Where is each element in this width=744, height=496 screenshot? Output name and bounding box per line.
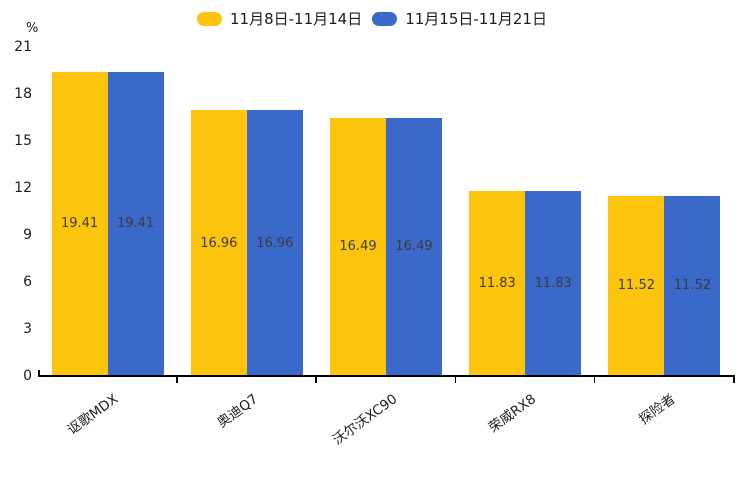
bar-series1-探险者: 11.52 [664,195,721,376]
x-axis-tick [733,377,735,383]
x-axis-line [38,375,735,377]
y-axis-tick-label: 3 [23,321,32,337]
bar-series1-奥迪Q7: 16.96 [246,110,303,376]
y-axis-unit-label: % [26,21,39,36]
y-axis-tick-label: 6 [23,274,32,290]
x-axis-tick [315,377,317,383]
bar-value-label: 11.83 [478,275,516,291]
legend-swatch-icon [372,12,398,26]
legend-label: 11月15日-11月21日 [405,10,547,28]
bar-series0-奥迪Q7: 16.96 [190,110,247,376]
y-axis-tick-label: 0 [23,368,32,384]
y-axis-tick-label: 18 [14,86,32,102]
bar-value-label: 16.96 [256,235,294,251]
y-axis-origin-tick [38,370,40,375]
x-axis-category-label: 沃尔沃XC90 [329,391,400,449]
bar-value-label: 16.49 [339,239,377,255]
bar-series1-讴歌MDX: 19.41 [107,71,164,376]
x-axis-tick [454,377,457,383]
bar-value-label: 19.41 [60,216,99,232]
x-axis-category-label: 探险者 [636,391,679,428]
y-axis-tick-label: 21 [14,39,32,55]
bar-value-label: 11.52 [617,278,655,294]
bar-series0-讴歌MDX: 19.41 [51,71,108,376]
legend-item-1[interactable]: 11月15日-11月21日 [372,9,547,29]
y-axis-tick-label: 9 [23,227,32,243]
x-axis-category-label: 荣威RX8 [485,391,540,436]
x-axis-category-label: 奥迪Q7 [213,391,261,432]
legend-swatch-icon [197,12,222,26]
chart-legend: 11月8日-11月14日 11月15日-11月21日 [0,9,744,29]
y-axis-tick-label: 12 [14,180,32,196]
bar-series0-沃尔沃XC90: 16.49 [330,117,386,376]
x-axis-tick [593,377,596,383]
bar-series0-探险者: 11.52 [608,195,665,376]
bar-value-label: 11.52 [673,278,711,294]
legend-item-0[interactable]: 11月8日-11月14日 [197,9,362,29]
y-axis-tick-label: 15 [14,133,32,149]
bar-value-label: 16.49 [395,239,433,255]
x-axis-category-label: 讴歌MDX [64,391,122,439]
legend-label: 11月8日-11月14日 [230,10,363,28]
x-axis-tick [176,377,178,383]
bar-series1-沃尔沃XC90: 16.49 [386,117,442,376]
bar-value-label: 19.41 [116,216,155,232]
bar-series0-荣威RX8: 11.83 [469,190,526,376]
bar-value-label: 11.83 [534,275,572,291]
bar-value-label: 16.96 [200,235,238,251]
bar-series1-荣威RX8: 11.83 [525,190,582,376]
